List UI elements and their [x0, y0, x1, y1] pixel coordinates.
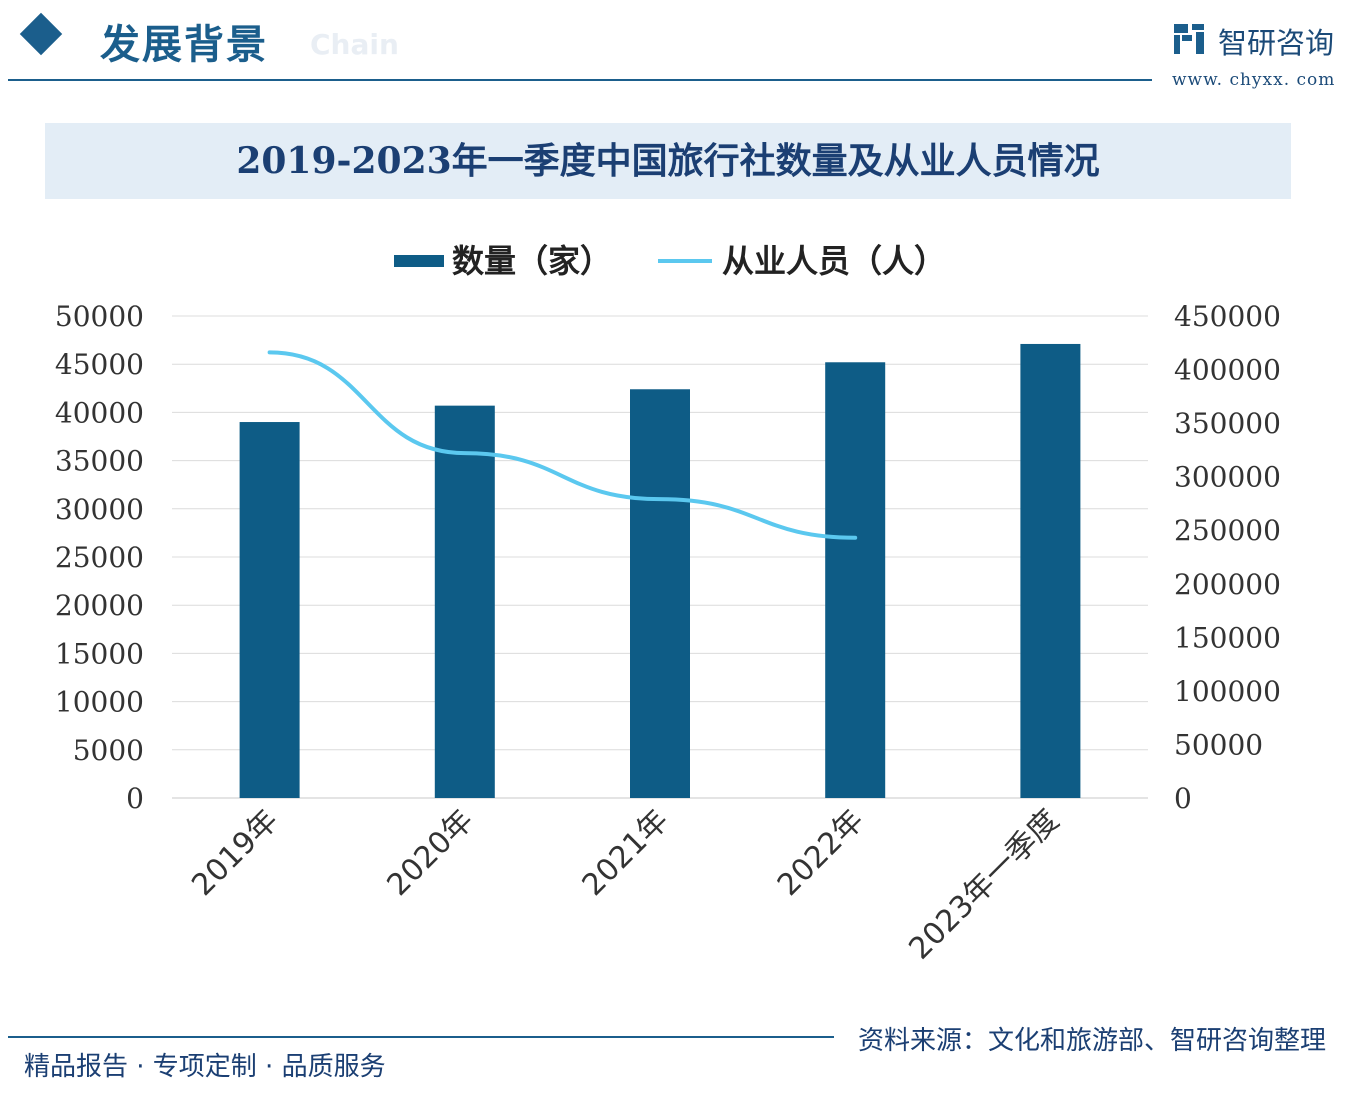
section-subtitle-ghost: Chain [310, 28, 399, 61]
y-left-tick-label: 0 [126, 782, 144, 815]
y-right-tick-label: 400000 [1174, 354, 1281, 387]
logo-mark-icon [1174, 24, 1204, 54]
y-left-tick-label: 20000 [55, 589, 144, 622]
y-right-tick-label: 300000 [1174, 461, 1281, 494]
chart-title: 2019-2023年一季度中国旅行社数量及从业人员情况 [236, 140, 1100, 182]
x-tick-label: 2023年一季度 [902, 803, 1066, 967]
y-left-tick-label: 45000 [55, 348, 144, 381]
source-note: 资料来源：文化和旅游部、智研咨询整理 [858, 1026, 1327, 1056]
x-tick-label: 2022年 [771, 803, 871, 903]
chart-title-band: 2019-2023年一季度中国旅行社数量及从业人员情况 [45, 123, 1291, 199]
chart-area: 0 5000 10000 15000 20000 25000 30000 35000 40000… [55, 242, 1281, 967]
legend-label-line: 从业人员（人） [722, 242, 946, 280]
bar [434, 405, 495, 798]
y-right-tick-label: 100000 [1174, 675, 1281, 708]
bar-series [239, 343, 1081, 798]
legend-swatch-bar [394, 255, 444, 267]
logo-url: www. chyxx. com [1172, 70, 1336, 90]
line-series [267, 350, 858, 540]
x-tick-label: 2021年 [576, 803, 676, 903]
y-left-tick-label: 5000 [73, 734, 144, 767]
y-left-tick-label: 40000 [55, 396, 144, 429]
y-right-tick-label: 0 [1174, 782, 1192, 815]
y-left-tick-label: 35000 [55, 445, 144, 478]
y-left-tick-label: 50000 [55, 300, 144, 333]
logo-name: 智研咨询 [1218, 26, 1335, 60]
section-title: 发展背景 [100, 22, 268, 68]
y-left-tick-label: 30000 [55, 493, 144, 526]
footer-tagline: 精品报告 · 专项定制 · 品质服务 [24, 1052, 386, 1082]
y-left-tick-label: 15000 [55, 637, 144, 670]
footer-divider [8, 1036, 834, 1038]
legend: 数量（家） 从业人员（人） [394, 242, 946, 280]
bar [239, 422, 300, 798]
y-right-tick-label: 450000 [1174, 300, 1281, 333]
diamond-icon [19, 12, 63, 56]
legend-label-bar: 数量（家） [452, 242, 612, 280]
x-tick-label: 2020年 [381, 803, 481, 903]
bar [630, 389, 690, 798]
y-right-tick-label: 50000 [1174, 728, 1263, 761]
y-left-tick-label: 10000 [55, 686, 144, 719]
series-line [267, 350, 858, 540]
header-divider [8, 79, 1152, 81]
header-bar: Chain 发展背景 智研咨询 www. chyxx. com [0, 0, 1372, 100]
bar [1020, 343, 1081, 798]
y-right-tick-label: 200000 [1174, 568, 1281, 601]
y-right-tick-label: 250000 [1174, 514, 1281, 547]
x-tick-label: 2019年 [185, 803, 285, 903]
bar [825, 362, 886, 798]
y-right-tick-label: 350000 [1174, 407, 1281, 440]
y-left-tick-label: 25000 [55, 541, 144, 574]
y-right-tick-label: 150000 [1174, 621, 1281, 654]
